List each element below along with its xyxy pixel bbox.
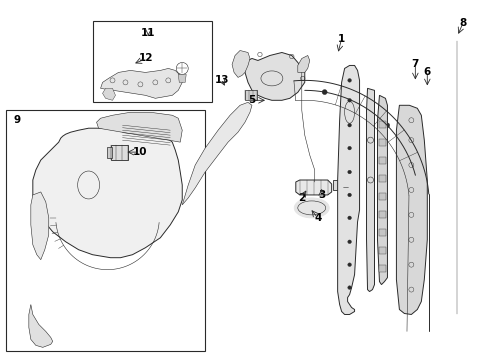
Bar (93, 21, 212, 102)
Polygon shape (100, 68, 182, 98)
Text: 8: 8 (460, 18, 467, 28)
Polygon shape (31, 192, 49, 260)
Text: 13: 13 (215, 75, 229, 85)
Text: 3: 3 (318, 190, 325, 200)
Circle shape (348, 193, 351, 197)
Polygon shape (97, 112, 182, 142)
Bar (106, 147, 112, 158)
Ellipse shape (294, 198, 329, 218)
Circle shape (348, 286, 351, 289)
Circle shape (367, 107, 371, 112)
Circle shape (348, 78, 351, 82)
Bar (379, 265, 387, 272)
Bar (111, 145, 128, 160)
Polygon shape (367, 88, 374, 292)
Bar (379, 175, 387, 182)
Circle shape (348, 216, 351, 220)
Text: 9: 9 (13, 115, 21, 125)
Circle shape (348, 146, 351, 150)
Bar (245, 90, 257, 100)
Bar (379, 247, 387, 254)
Bar (379, 229, 387, 236)
Polygon shape (298, 55, 310, 72)
Circle shape (348, 170, 351, 174)
Circle shape (348, 263, 351, 266)
Polygon shape (296, 180, 332, 195)
Polygon shape (377, 95, 388, 285)
Circle shape (385, 123, 390, 128)
Polygon shape (338, 66, 360, 315)
Polygon shape (182, 102, 252, 205)
Bar (379, 139, 387, 146)
Bar (379, 193, 387, 200)
Circle shape (399, 142, 404, 147)
Polygon shape (245, 53, 305, 100)
Bar (333, 180, 343, 190)
Polygon shape (29, 305, 53, 347)
Text: 6: 6 (424, 67, 431, 77)
Circle shape (348, 240, 351, 244)
Text: 12: 12 (139, 54, 154, 63)
Circle shape (410, 163, 415, 168)
Circle shape (348, 123, 351, 127)
Text: 5: 5 (248, 95, 256, 105)
Text: 11: 11 (141, 28, 156, 37)
Text: 4: 4 (314, 213, 321, 223)
Text: 7: 7 (412, 59, 419, 69)
Bar (379, 211, 387, 218)
Bar (379, 157, 387, 164)
Polygon shape (232, 50, 250, 77)
Text: 1: 1 (338, 33, 345, 44)
Circle shape (348, 99, 351, 102)
Polygon shape (33, 120, 182, 258)
Circle shape (345, 96, 350, 101)
Bar (6, 110, 205, 351)
Polygon shape (102, 88, 116, 100)
Circle shape (322, 90, 327, 95)
Text: 2: 2 (298, 193, 305, 203)
Text: 10: 10 (133, 147, 147, 157)
Polygon shape (178, 75, 186, 82)
Bar (379, 121, 387, 128)
Polygon shape (396, 105, 427, 315)
